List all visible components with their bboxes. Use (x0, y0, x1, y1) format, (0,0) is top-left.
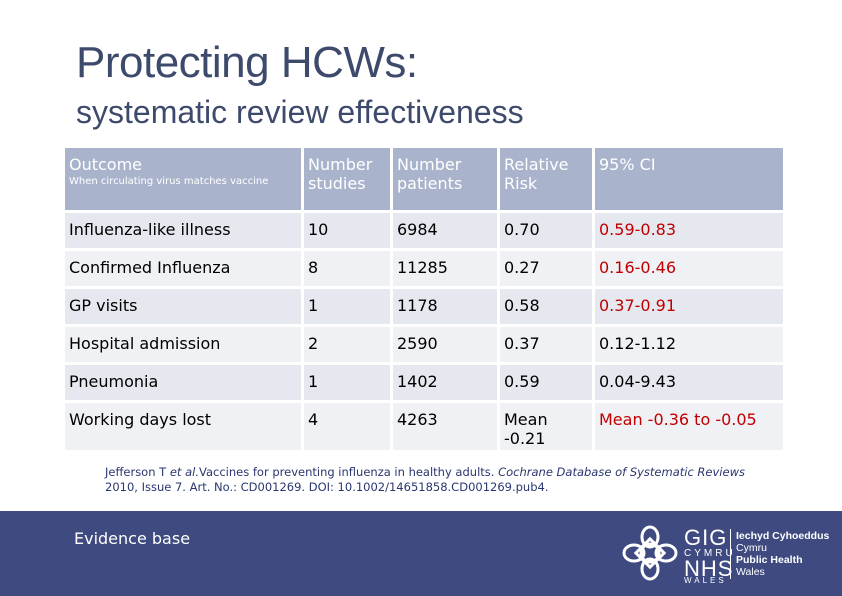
citation: Jefferson T et al.Vaccines for preventin… (105, 465, 765, 495)
table-row: Influenza-like illness 10 6984 0.70 0.59… (65, 213, 783, 248)
header-outcome: Outcome When circulating virus matches v… (65, 148, 301, 210)
cell-outcome: Pneumonia (65, 365, 301, 400)
table-header-row: Outcome When circulating virus matches v… (65, 148, 783, 210)
cell-outcome: Confirmed Influenza (65, 251, 301, 286)
cell-studies: 1 (304, 289, 390, 324)
table-row: Hospital admission 2 2590 0.37 0.12-1.12 (65, 327, 783, 362)
citation-author: Jefferson T (105, 465, 167, 479)
cell-patients: 11285 (393, 251, 497, 286)
cell-outcome: GP visits (65, 289, 301, 324)
citation-details: 2010, Issue 7. Art. No.: CD001269. DOI: … (105, 480, 549, 494)
cell-ci: 0.59-0.83 (595, 213, 783, 248)
table-row: Confirmed Influenza 8 11285 0.27 0.16-0.… (65, 251, 783, 286)
cell-patients: 2590 (393, 327, 497, 362)
celtic-knot-icon (622, 525, 678, 581)
cell-ci: 0.16-0.46 (595, 251, 783, 286)
cell-patients: 1178 (393, 289, 497, 324)
cell-rr: Mean -0.21 (500, 403, 592, 450)
logo-gig: GIG (684, 525, 728, 550)
cell-rr: 0.27 (500, 251, 592, 286)
cell-outcome: Hospital admission (65, 327, 301, 362)
logo-org-line2: Cymru (736, 542, 767, 554)
citation-etal: et al. (169, 465, 199, 479)
logo-nhs: NHS (684, 556, 734, 581)
cell-ci: Mean -0.36 to -0.05 (595, 403, 783, 450)
cell-rr: 0.58 (500, 289, 592, 324)
header-relative-risk: Relative Risk (500, 148, 592, 210)
header-patients: Number patients (393, 148, 497, 210)
cell-outcome: Working days lost (65, 403, 301, 450)
cell-rr: 0.37 (500, 327, 592, 362)
cell-studies: 10 (304, 213, 390, 248)
cell-patients: 6984 (393, 213, 497, 248)
footer-label: Evidence base (74, 529, 191, 548)
cell-studies: 4 (304, 403, 390, 450)
citation-title: Vaccines for preventing influenza in hea… (199, 465, 495, 479)
logo-cymru: CYMRU (684, 548, 736, 559)
table-row: GP visits 1 1178 0.58 0.37-0.91 (65, 289, 783, 324)
slide-subtitle: systematic review effectiveness (76, 94, 524, 130)
cell-outcome: Influenza-like illness (65, 213, 301, 248)
cell-rr: 0.70 (500, 213, 592, 248)
header-studies: Number studies (304, 148, 390, 210)
header-outcome-label: Outcome (69, 155, 143, 174)
table-row: Working days lost 4 4263 Mean -0.21 Mean… (65, 403, 783, 450)
cell-studies: 2 (304, 327, 390, 362)
cell-ci: 0.04-9.43 (595, 365, 783, 400)
cell-rr: 0.59 (500, 365, 592, 400)
logo-divider (730, 529, 731, 579)
footer-bar: Evidence base GIG CYMRU NHS WALES Iechyd… (0, 511, 842, 596)
logo-org-name: Iechyd Cyhoeddus Cymru Public Health Wal… (736, 530, 829, 578)
logo-org-line3: Public Health (736, 554, 803, 566)
cell-patients: 4263 (393, 403, 497, 450)
cell-ci: 0.37-0.91 (595, 289, 783, 324)
cell-patients: 1402 (393, 365, 497, 400)
phw-logo: GIG CYMRU NHS WALES Iechyd Cyhoeddus Cym… (620, 521, 830, 585)
cell-ci: 0.12-1.12 (595, 327, 783, 362)
slide-title: Protecting HCWs: (76, 38, 418, 87)
logo-wales: WALES (684, 576, 727, 585)
cell-studies: 1 (304, 365, 390, 400)
cell-studies: 8 (304, 251, 390, 286)
header-ci: 95% CI (595, 148, 783, 210)
logo-org-line1: Iechyd Cyhoeddus (736, 530, 830, 542)
header-outcome-sublabel: When circulating virus matches vaccine (69, 176, 269, 187)
table-row: Pneumonia 1 1402 0.59 0.04-9.43 (65, 365, 783, 400)
effectiveness-table: Outcome When circulating virus matches v… (62, 145, 786, 453)
logo-org-line4: Wales (736, 566, 765, 578)
citation-journal: Cochrane Database of Systematic Reviews (498, 465, 745, 479)
